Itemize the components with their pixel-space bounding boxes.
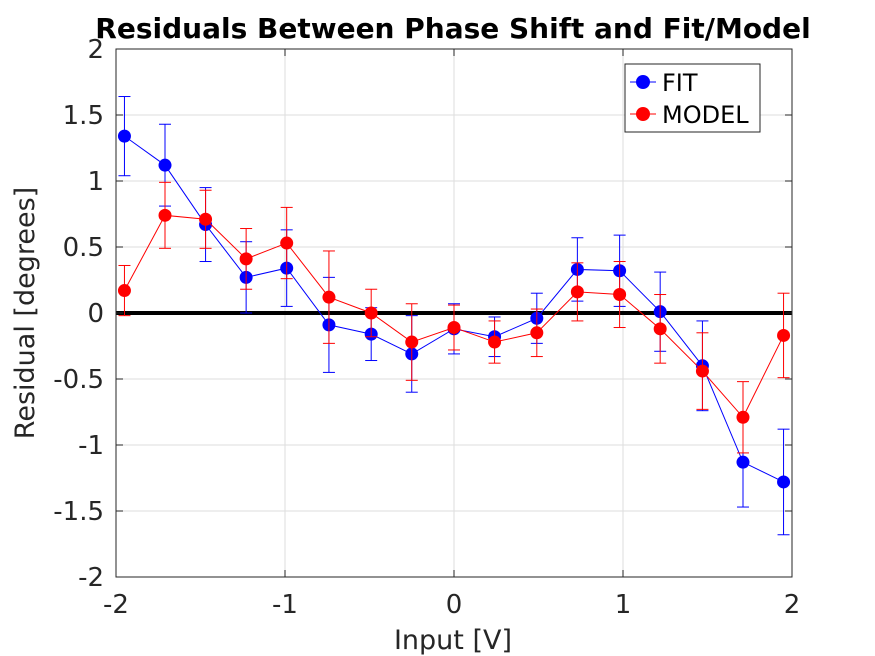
data-point xyxy=(447,321,461,335)
x-tick-label: 1 xyxy=(615,590,632,620)
x-tick-label: -2 xyxy=(103,590,129,620)
y-tick-label: 2 xyxy=(87,35,104,65)
y-tick-label: -1.5 xyxy=(53,497,104,527)
data-point xyxy=(736,455,750,469)
data-point xyxy=(364,306,378,320)
data-point xyxy=(280,236,294,250)
data-point xyxy=(777,328,791,342)
data-point xyxy=(405,335,419,349)
legend-fit-label: FIT xyxy=(662,69,698,97)
x-tick-label: 2 xyxy=(784,590,801,620)
y-axis-label: Residual [degrees] xyxy=(10,187,41,439)
y-tick-label: 0 xyxy=(87,299,104,329)
data-point xyxy=(736,410,750,424)
x-tick-label: -1 xyxy=(272,590,298,620)
data-point xyxy=(653,322,667,336)
data-point xyxy=(158,208,172,222)
y-tick-label: -0.5 xyxy=(53,365,104,395)
x-axis-label: Input [V] xyxy=(394,625,512,656)
data-series xyxy=(117,96,791,536)
y-tick-label: -2 xyxy=(78,563,104,593)
data-point xyxy=(117,129,131,143)
legend: FIT MODEL xyxy=(624,63,761,133)
data-point xyxy=(199,212,213,226)
data-point xyxy=(158,158,172,172)
data-point xyxy=(777,475,791,489)
axis-ticks: -2 -1 0 1 2 -2 -1.5 -1 -0.5 0 0.5 1 1.5 2 xyxy=(53,35,800,620)
data-point xyxy=(530,326,544,340)
data-point xyxy=(570,285,584,299)
legend-model-marker xyxy=(636,107,650,121)
chart-title: Residuals Between Phase Shift and Fit/Mo… xyxy=(95,12,810,45)
data-point xyxy=(239,252,253,266)
legend-box xyxy=(624,63,761,133)
y-tick-label: 1.5 xyxy=(63,101,104,131)
legend-fit-marker xyxy=(636,75,650,89)
data-point xyxy=(117,284,131,298)
data-point xyxy=(613,288,627,302)
legend-model-label: MODEL xyxy=(662,101,749,129)
y-tick-label: 0.5 xyxy=(63,233,104,263)
series-model xyxy=(117,181,791,454)
data-point xyxy=(322,290,336,304)
y-tick-label: 1 xyxy=(87,167,104,197)
x-tick-label: 0 xyxy=(446,590,463,620)
data-point xyxy=(695,364,709,378)
data-point xyxy=(488,335,502,349)
y-tick-label: -1 xyxy=(78,431,104,461)
